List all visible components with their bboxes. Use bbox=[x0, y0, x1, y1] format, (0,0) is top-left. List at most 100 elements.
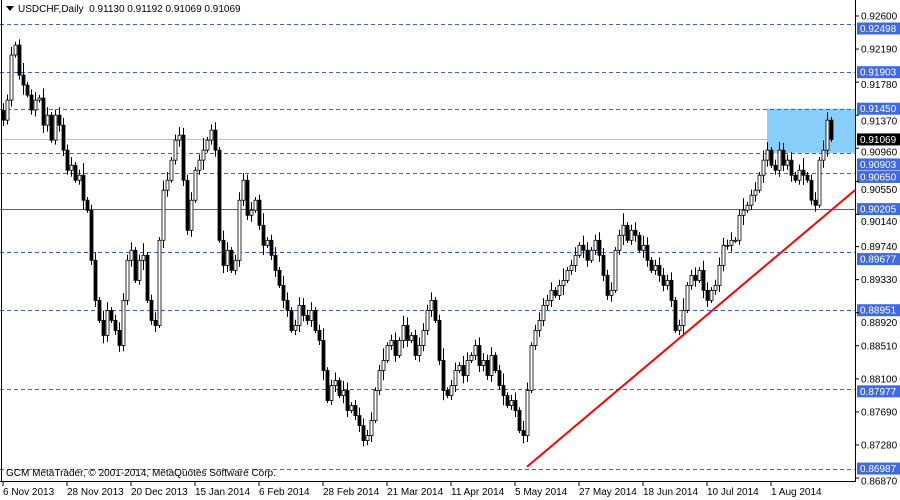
candle bbox=[733, 237, 738, 243]
candle bbox=[509, 394, 514, 411]
candle-bull bbox=[617, 234, 622, 251]
candle bbox=[577, 242, 582, 258]
candle-bear bbox=[601, 254, 606, 276]
candle bbox=[57, 107, 62, 132]
candle-bull bbox=[197, 159, 202, 171]
candle bbox=[41, 88, 46, 133]
candle bbox=[645, 237, 650, 267]
candle bbox=[701, 260, 706, 299]
y-tick-label: 0.88100 bbox=[861, 374, 898, 385]
candle-bull bbox=[401, 325, 406, 341]
candle bbox=[325, 367, 330, 404]
candle-bear bbox=[485, 360, 490, 376]
candle bbox=[25, 81, 30, 98]
candle bbox=[569, 259, 574, 275]
current-price-label: 0.91069 bbox=[860, 135, 897, 146]
candle-bull bbox=[5, 99, 10, 121]
candle bbox=[265, 237, 270, 248]
candle bbox=[309, 302, 314, 327]
candle-bull bbox=[449, 385, 454, 396]
candle bbox=[229, 247, 234, 273]
candle bbox=[161, 180, 166, 249]
candle-bear bbox=[773, 164, 778, 171]
candle-bear bbox=[153, 320, 158, 326]
candle bbox=[5, 94, 10, 125]
candle-bear bbox=[181, 134, 186, 181]
candle bbox=[97, 297, 102, 324]
candle bbox=[293, 319, 298, 335]
candle bbox=[797, 164, 802, 185]
candle-bear bbox=[81, 174, 86, 201]
dropdown-triangle-icon[interactable] bbox=[6, 6, 14, 11]
candle bbox=[573, 247, 578, 272]
candle bbox=[817, 156, 822, 208]
candle-bull bbox=[369, 420, 374, 436]
candle-bear bbox=[149, 299, 154, 321]
level-label-bg bbox=[857, 462, 900, 475]
candle bbox=[469, 352, 474, 364]
candle-bull bbox=[697, 269, 702, 281]
candle bbox=[613, 247, 618, 293]
candle bbox=[789, 152, 794, 182]
candle bbox=[813, 192, 818, 212]
candle bbox=[757, 172, 762, 193]
candle bbox=[213, 122, 218, 157]
y-tick-label: 0.90550 bbox=[861, 185, 898, 196]
x-tick-label: 6 Nov 2013 bbox=[3, 487, 55, 498]
candle-bull bbox=[525, 390, 530, 436]
y-tick-label: 0.88510 bbox=[861, 341, 898, 352]
level-label-bg bbox=[857, 304, 900, 317]
candle bbox=[53, 109, 58, 145]
candle-bear bbox=[17, 44, 22, 76]
candle bbox=[285, 292, 290, 317]
candle-bear bbox=[145, 254, 150, 301]
candle-bull bbox=[557, 284, 562, 296]
candle bbox=[481, 353, 486, 372]
candle-bull bbox=[797, 169, 802, 181]
candle bbox=[129, 242, 134, 267]
candle-bull bbox=[577, 244, 582, 256]
candle-bear bbox=[1, 110, 6, 121]
axis-background bbox=[0, 481, 900, 500]
candle bbox=[333, 372, 338, 392]
candle bbox=[749, 189, 754, 210]
candle bbox=[441, 348, 446, 401]
candle bbox=[669, 272, 674, 307]
candle bbox=[449, 379, 454, 401]
candle bbox=[77, 169, 82, 185]
candle-bear bbox=[245, 179, 250, 216]
candle bbox=[109, 307, 114, 324]
candle-bull bbox=[13, 44, 18, 56]
x-tick-label: 11 Apr 2014 bbox=[451, 487, 505, 498]
candle-bull bbox=[677, 325, 682, 331]
candle bbox=[769, 146, 774, 168]
x-tick-label: 1 Aug 2014 bbox=[771, 487, 822, 498]
candle-bear bbox=[477, 345, 482, 366]
candle-bull bbox=[425, 309, 430, 331]
candle bbox=[485, 354, 490, 381]
candle-bear bbox=[793, 174, 798, 181]
level-price-label: 0.91903 bbox=[860, 68, 897, 79]
candle bbox=[445, 387, 450, 399]
candle-bear bbox=[305, 315, 310, 321]
candle bbox=[633, 222, 638, 242]
candle-bull bbox=[77, 174, 82, 181]
candle-bull bbox=[589, 249, 594, 261]
candle-bear bbox=[269, 239, 274, 256]
candle-bear bbox=[581, 244, 586, 251]
candle bbox=[181, 127, 186, 187]
level-label-bg bbox=[857, 102, 900, 115]
level-label-bg bbox=[857, 385, 900, 398]
candle-bear bbox=[85, 199, 90, 211]
y-tick-label: 0.90960 bbox=[861, 147, 898, 158]
candle bbox=[101, 310, 106, 344]
candle-bull bbox=[541, 304, 546, 321]
candle-bear bbox=[625, 224, 630, 241]
x-tick-label: 6 Feb 2014 bbox=[259, 487, 310, 498]
candle-bull bbox=[785, 159, 790, 166]
x-tick-label: 5 May 2014 bbox=[515, 487, 568, 498]
candle bbox=[369, 412, 374, 443]
candle bbox=[73, 162, 78, 183]
candle bbox=[205, 136, 210, 153]
